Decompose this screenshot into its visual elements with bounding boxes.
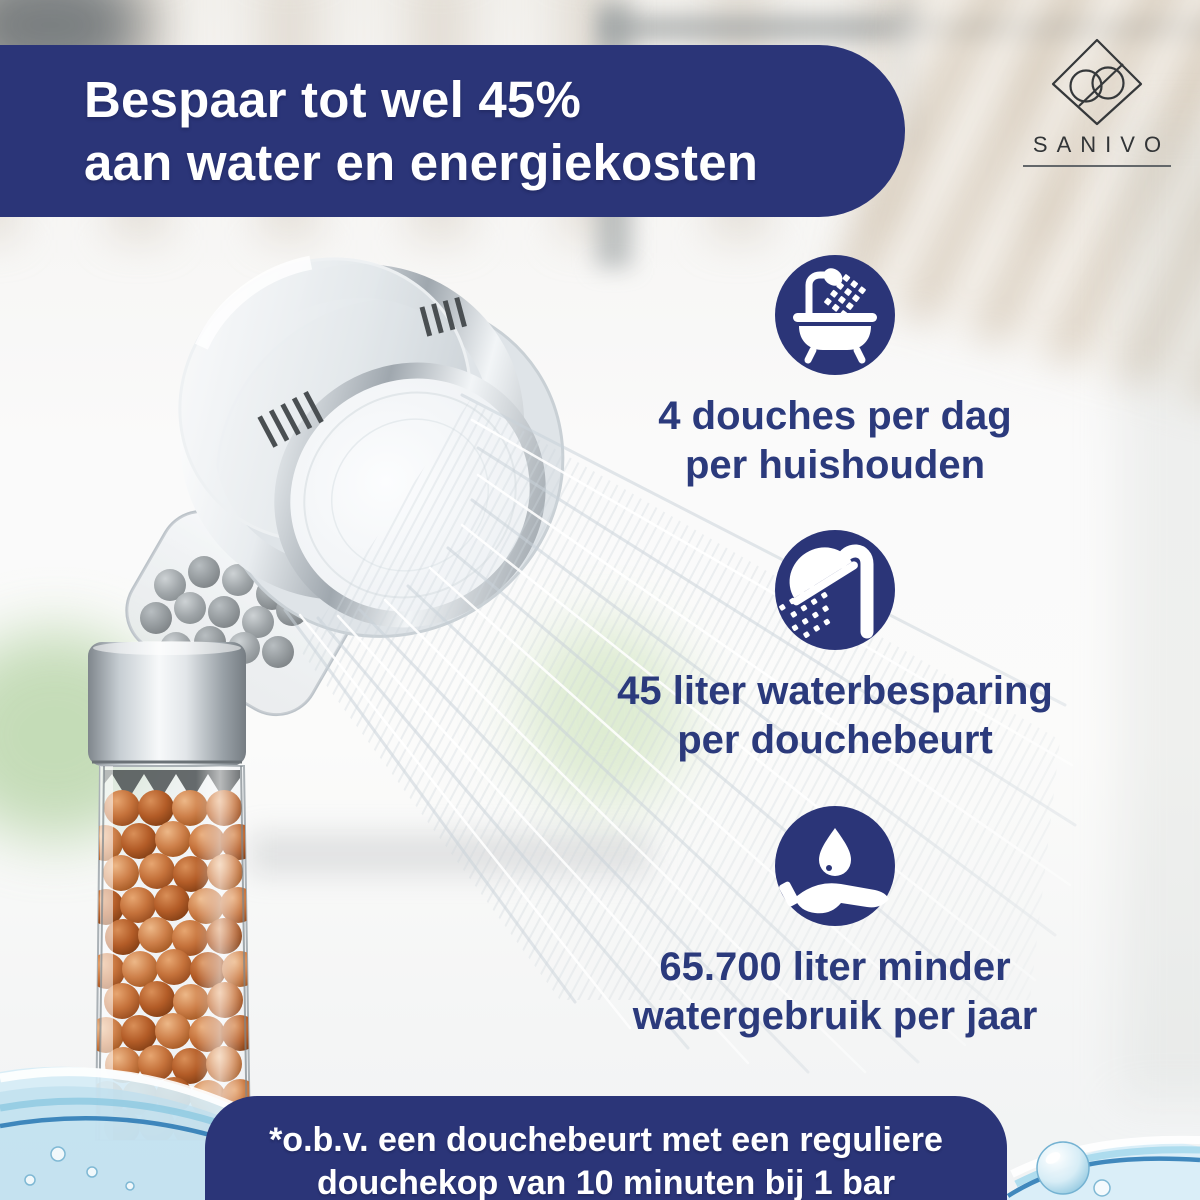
header-line-2: aan water en energiekosten	[84, 134, 759, 191]
benefit-caption-line-1: 65.700 liter minder	[659, 945, 1011, 989]
footnote-line-1: *o.b.v. een douchebeurt met een regulier…	[269, 1121, 943, 1159]
benefit-caption: 4 douches per dag per huishouden	[555, 392, 1115, 490]
benefit-item-water-saving: 45 liter waterbesparing per douchebeurt	[555, 530, 1115, 765]
sanivo-logo-icon	[1051, 38, 1143, 126]
footnote-banner: *o.b.v. een douchebeurt met een regulier…	[205, 1096, 1007, 1200]
icon-circle	[775, 806, 895, 926]
bathtub-shower-icon	[793, 268, 877, 364]
logo-underline	[1023, 165, 1171, 167]
hand-water-drop-icon	[779, 828, 889, 914]
header-line-1: Bespaar tot wel 45%	[84, 71, 581, 128]
vent-slits	[419, 297, 467, 337]
benefit-caption: 45 liter waterbesparing per douchebeurt	[555, 667, 1115, 765]
benefit-caption-line-2: per huishouden	[685, 443, 985, 487]
icon-circle	[775, 530, 895, 650]
brand-name: SANIVO	[1032, 132, 1171, 157]
benefit-caption-line-2: per douchebeurt	[677, 718, 993, 762]
vent-slits	[257, 390, 324, 448]
icon-circle	[775, 255, 895, 375]
brand-logo: SANIVO	[1007, 36, 1187, 167]
background-soft-shade	[1120, 120, 1200, 1100]
showerhead-spray-icon	[779, 544, 874, 639]
benefit-caption-line-1: 45 liter waterbesparing	[617, 669, 1053, 713]
water-splash-right	[1005, 1135, 1200, 1200]
chrome-collar	[88, 641, 246, 766]
benefit-caption-line-1: 4 douches per dag	[658, 394, 1012, 438]
benefit-item-showers-per-day: 4 douches per dag per huishouden	[555, 255, 1115, 490]
header-banner: Bespaar tot wel 45% aan water en energie…	[0, 45, 905, 217]
footnote-line-2: douchekop van 10 minuten bij 1 bar	[316, 1164, 896, 1200]
benefit-caption: 65.700 liter minder watergebruik per jaa…	[555, 943, 1115, 1041]
water-bubble	[1036, 1141, 1090, 1195]
benefit-caption-line-2: watergebruik per jaar	[632, 994, 1038, 1038]
benefit-item-yearly-saving: 65.700 liter minder watergebruik per jaa…	[555, 806, 1115, 1041]
